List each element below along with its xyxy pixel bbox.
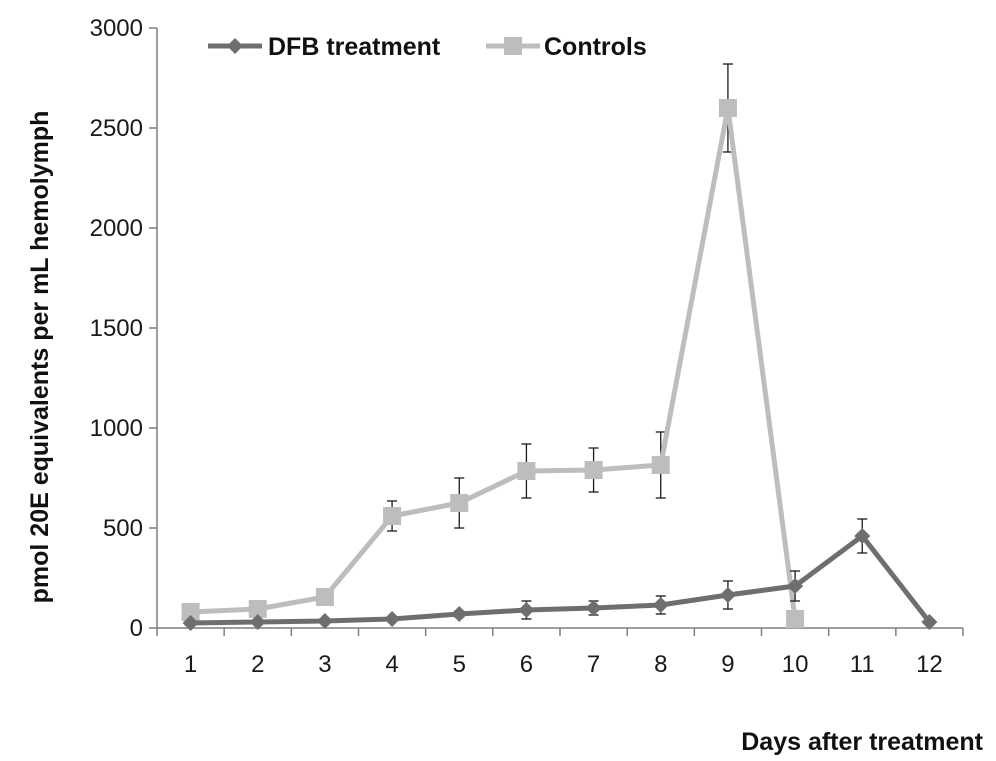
data-point — [921, 614, 938, 630]
data-point — [652, 597, 669, 613]
data-point — [315, 588, 334, 606]
legend-item: DFB treatment — [208, 33, 441, 61]
data-point — [585, 600, 602, 616]
data-point — [517, 462, 536, 480]
data-point — [182, 615, 199, 631]
data-point — [719, 587, 736, 603]
data-point — [181, 603, 200, 621]
legend-item: Controls — [486, 33, 647, 61]
x-tick-label: 3 — [318, 651, 331, 678]
x-tick-label: 7 — [587, 651, 600, 678]
y-tick-label: 1500 — [90, 315, 143, 342]
x-tick-label: 2 — [251, 651, 264, 678]
series-dfb-treatment — [182, 518, 938, 631]
data-point — [518, 602, 535, 618]
data-point — [384, 611, 401, 627]
x-tick-label: 9 — [721, 651, 734, 678]
x-tick-label: 5 — [453, 651, 466, 678]
y-tick-label: 0 — [130, 615, 143, 642]
x-tick-label: 4 — [385, 651, 398, 678]
data-point — [651, 456, 670, 474]
x-tick-label: 10 — [782, 651, 809, 678]
y-tick-label: 2500 — [90, 115, 143, 142]
data-point — [584, 461, 603, 479]
legend-marker — [504, 37, 522, 55]
legend-marker — [227, 38, 243, 54]
legend-label: Controls — [544, 33, 647, 61]
legend: DFB treatment Controls — [208, 33, 647, 61]
data-point — [316, 613, 333, 629]
data-point — [450, 494, 469, 512]
x-axis-title: Days after treatment — [741, 728, 983, 756]
data-point — [248, 600, 267, 618]
series-line — [190, 105, 798, 620]
series-line — [190, 533, 932, 626]
x-tick-label: 12 — [916, 651, 943, 678]
y-tick-label: 3000 — [90, 15, 143, 42]
x-tick-label: 8 — [654, 651, 667, 678]
y-axis-title: pmol 20E equivalents per mL hemolymph — [26, 111, 54, 604]
chart-series — [181, 63, 938, 631]
y-tick-label: 1000 — [90, 415, 143, 442]
x-tick-label: 11 — [850, 651, 875, 678]
y-tick-label: 2000 — [90, 215, 143, 242]
data-point — [249, 614, 266, 630]
data-point — [383, 507, 402, 525]
data-point — [451, 606, 468, 622]
data-point — [854, 528, 871, 544]
data-point — [787, 578, 804, 594]
x-tick-label: 1 — [184, 651, 197, 678]
data-point — [718, 99, 737, 117]
legend-label: DFB treatment — [268, 33, 441, 61]
y-tick-label: 500 — [103, 515, 143, 542]
series-controls — [181, 63, 805, 628]
x-tick-label: 6 — [520, 651, 533, 678]
data-point — [786, 610, 805, 628]
